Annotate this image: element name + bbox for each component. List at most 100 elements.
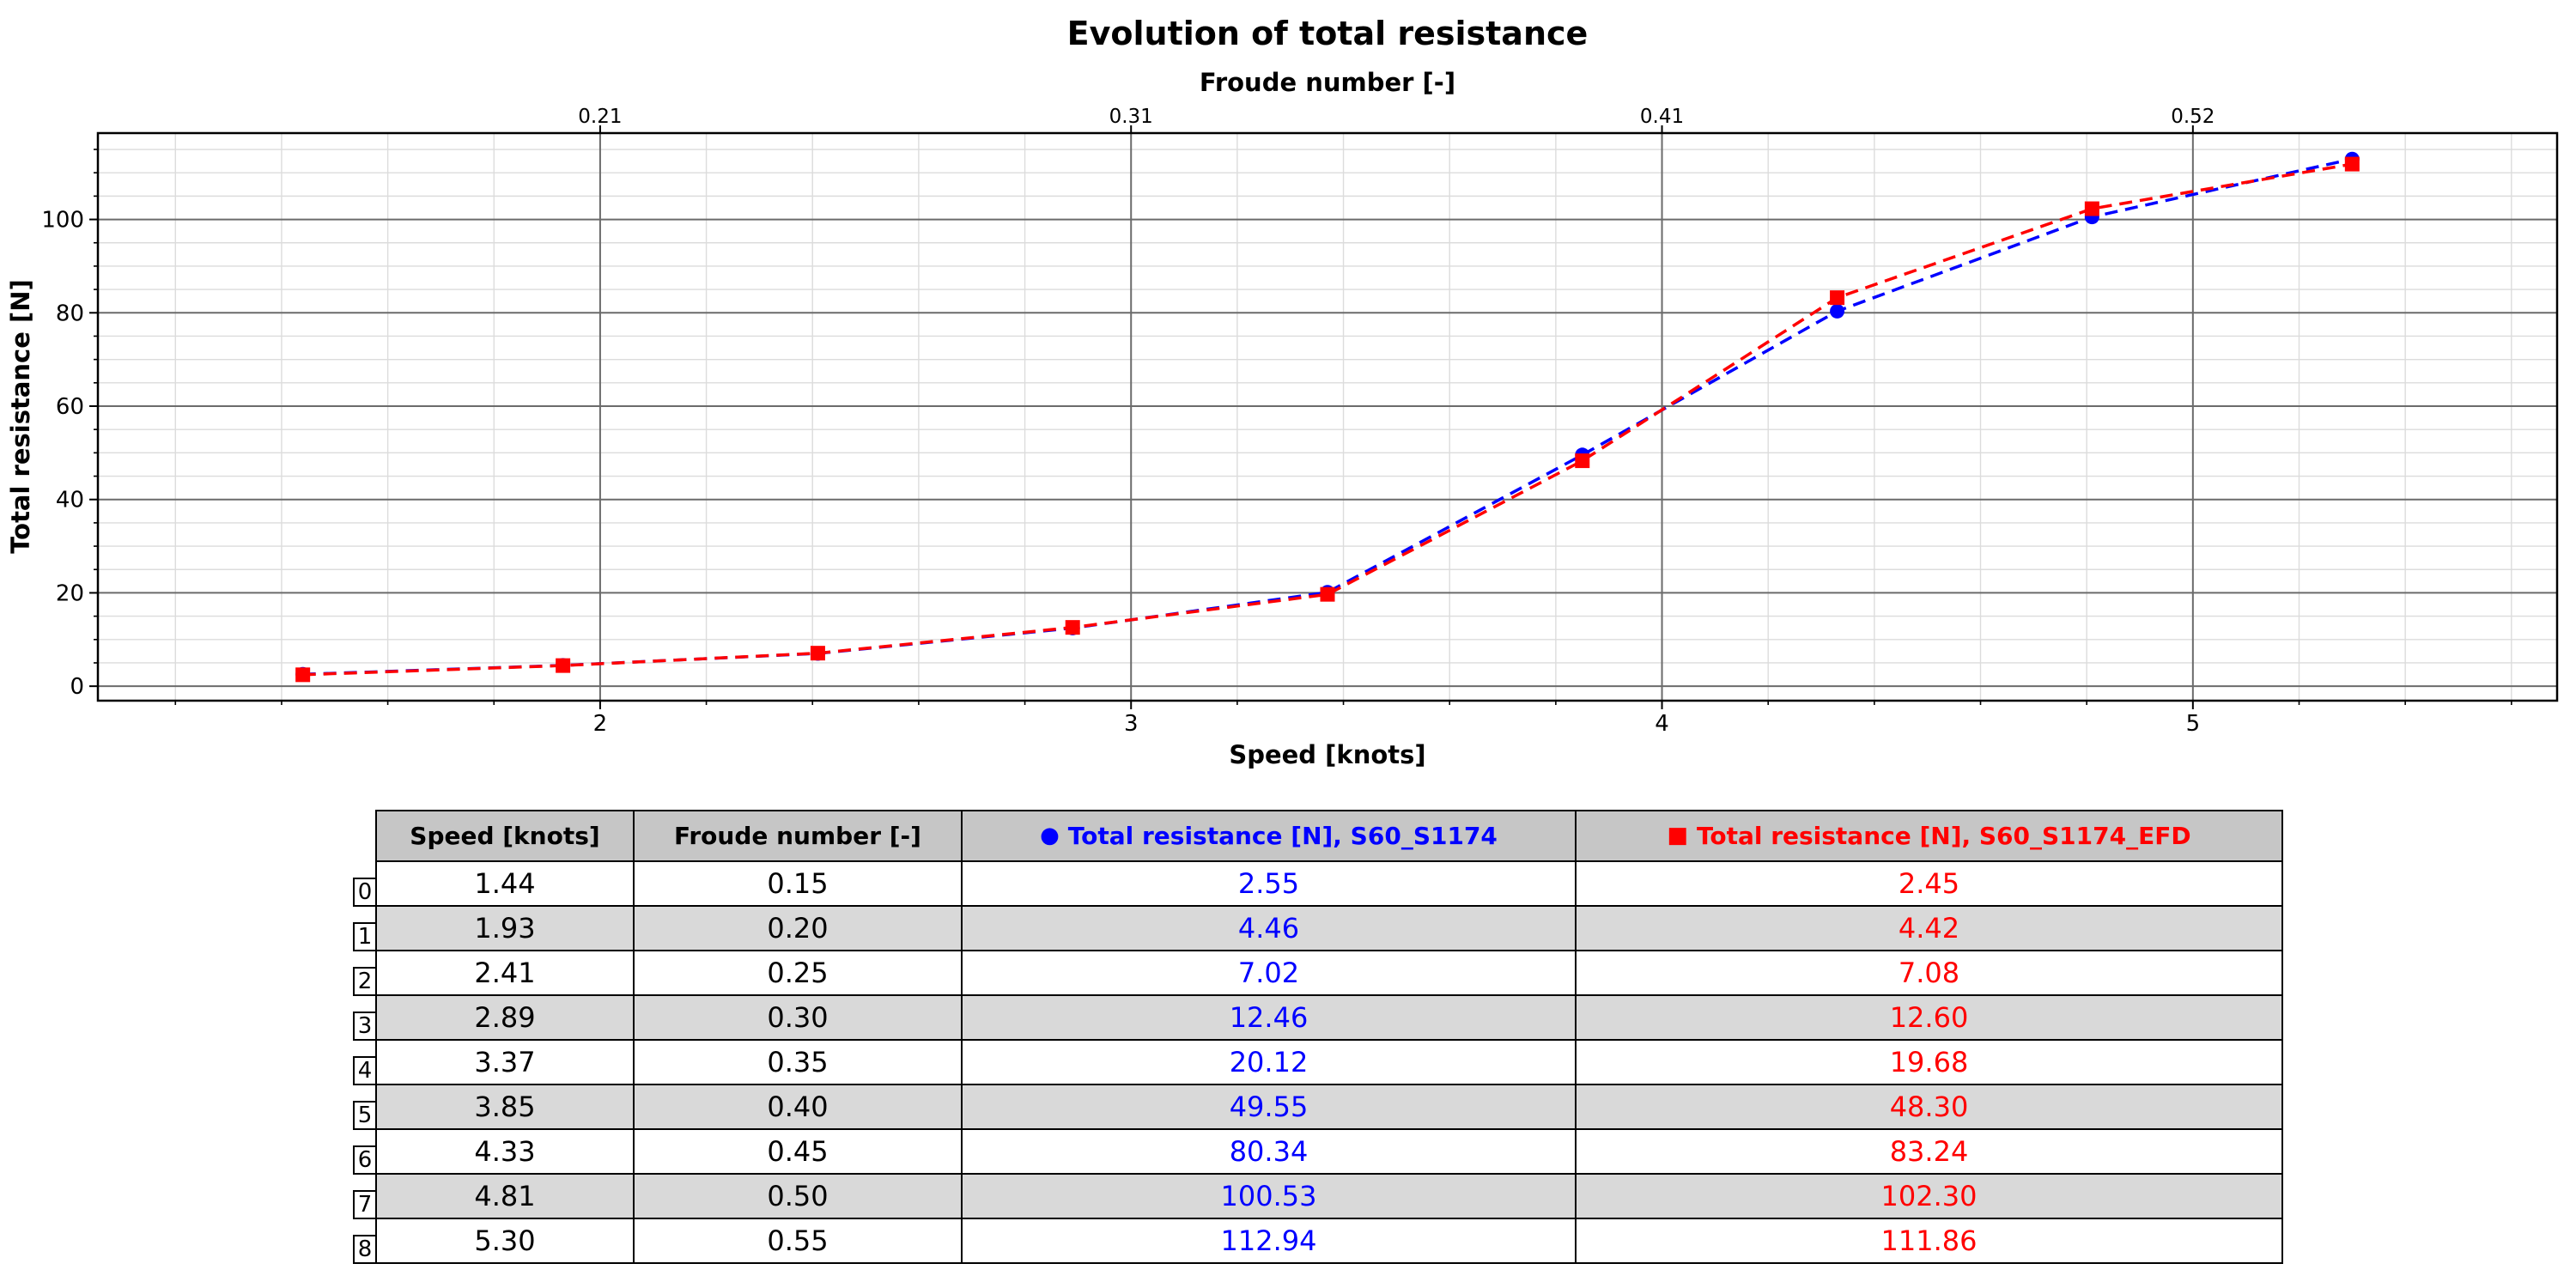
table-cell: 83.24 bbox=[1575, 1128, 2283, 1175]
table-cell: 7.02 bbox=[961, 950, 1577, 996]
chart-title: Evolution of total resistance bbox=[1067, 15, 1589, 52]
table-cell: 100.53 bbox=[961, 1173, 1577, 1219]
table-cell: 3.85 bbox=[375, 1084, 635, 1130]
marker-square-s60_s1174_efd bbox=[1830, 290, 1845, 306]
table-cell: 12.60 bbox=[1575, 994, 2283, 1041]
y-axis-label: Total resistance [N] bbox=[6, 279, 35, 554]
row-index-label: 7 bbox=[353, 1190, 377, 1219]
table-body: 1.44 0.15 2.55 2.45 1.93 0.20 4.46 4.42 2.41 0.25… bbox=[375, 860, 2283, 1264]
axis-tick-labels: 2 3 4 5 0 20 40 60 80 100 0.21 0.31 0.41 0.52 bbox=[41, 106, 2215, 737]
square-marker-icon: ■ bbox=[1667, 823, 1688, 848]
plot-border bbox=[96, 131, 2559, 702]
table-cell: 112.94 bbox=[961, 1218, 1577, 1264]
y-tick-label: 80 bbox=[56, 301, 84, 326]
y-tick-label: 20 bbox=[56, 580, 84, 606]
table-cell: 0.25 bbox=[633, 950, 963, 996]
series-layer bbox=[295, 151, 2360, 683]
series-line-s60_s1174_efd bbox=[302, 162, 2353, 677]
table-cell: 12.46 bbox=[961, 994, 1577, 1041]
column-header: ■ Total resistance [N], S60_S1174_EFD bbox=[1575, 810, 2283, 862]
table-cell: 111.86 bbox=[1575, 1218, 2283, 1264]
table-row: 2.89 0.30 12.46 12.60 bbox=[375, 994, 2283, 1041]
column-header: Speed [knots] bbox=[375, 810, 635, 862]
row-index-label: 2 bbox=[353, 967, 377, 996]
table-cell: 0.20 bbox=[633, 905, 963, 951]
table-cell: 19.68 bbox=[1575, 1039, 2283, 1085]
table-cell: 20.12 bbox=[961, 1039, 1577, 1085]
table-cell: 2.55 bbox=[961, 860, 1577, 907]
table-cell: 2.45 bbox=[1575, 860, 2283, 907]
row-index-label: 3 bbox=[353, 1012, 377, 1041]
marker-square-s60_s1174_efd bbox=[556, 658, 571, 673]
row-index-label: 5 bbox=[353, 1101, 377, 1130]
x-tick-label: 3 bbox=[1124, 711, 1139, 737]
y-tick-label: 0 bbox=[70, 674, 84, 700]
marker-square-s60_s1174_efd bbox=[810, 646, 825, 661]
table-cell: 80.34 bbox=[961, 1128, 1577, 1175]
table-cell: 0.50 bbox=[633, 1173, 963, 1219]
table-row: 2.41 0.25 7.02 7.08 bbox=[375, 950, 2283, 996]
top-tick-label: 0.31 bbox=[1109, 106, 1153, 128]
marker-square-s60_s1174_efd bbox=[295, 667, 311, 683]
y-tick-label: 40 bbox=[56, 488, 84, 513]
table-cell: 2.41 bbox=[375, 950, 635, 996]
table-cell: 1.93 bbox=[375, 905, 635, 951]
y-tick-label: 100 bbox=[41, 208, 84, 234]
table-row: 3.85 0.40 49.55 48.30 bbox=[375, 1084, 2283, 1130]
table-cell: 0.55 bbox=[633, 1218, 963, 1264]
top-axis-label: Froude number [-] bbox=[1200, 68, 1455, 97]
table-cell: 4.81 bbox=[375, 1173, 635, 1219]
table-cell: 4.42 bbox=[1575, 905, 2283, 951]
marker-square-s60_s1174_efd bbox=[1065, 620, 1080, 635]
row-index-label: 0 bbox=[353, 878, 377, 907]
table-cell: 1.44 bbox=[375, 860, 635, 907]
y-tick-label: 60 bbox=[56, 394, 84, 420]
top-tick-label: 0.41 bbox=[1640, 106, 1684, 128]
table-cell: 102.30 bbox=[1575, 1173, 2283, 1219]
table-cell: 0.35 bbox=[633, 1039, 963, 1085]
marker-square-s60_s1174_efd bbox=[1575, 453, 1590, 469]
table-row: 3.37 0.35 20.12 19.68 bbox=[375, 1039, 2283, 1085]
table-cell: 4.33 bbox=[375, 1128, 635, 1175]
grid-minor-lines bbox=[98, 133, 2557, 701]
row-index-label: 8 bbox=[353, 1235, 377, 1264]
column-header: ● Total resistance [N], S60_S1174 bbox=[961, 810, 1577, 862]
x-tick-label: 5 bbox=[2186, 711, 2201, 737]
x-tick-label: 2 bbox=[593, 711, 608, 737]
table-cell: 3.37 bbox=[375, 1039, 635, 1085]
table-cell: 7.08 bbox=[1575, 950, 2283, 996]
table-header-row: Speed [knots] Froude number [-] ● Total res… bbox=[375, 810, 2283, 862]
grid-major-lines bbox=[98, 133, 2557, 701]
table-header: Speed [knots] Froude number [-] ● Total res… bbox=[375, 810, 2283, 862]
circle-marker-icon: ● bbox=[1040, 823, 1060, 848]
table-row: 4.81 0.50 100.53 102.30 bbox=[375, 1173, 2283, 1219]
table-row: 1.44 0.15 2.55 2.45 bbox=[375, 860, 2283, 907]
row-index-label: 1 bbox=[353, 922, 377, 951]
table-cell: 0.30 bbox=[633, 994, 963, 1041]
table-row: 1.93 0.20 4.46 4.42 bbox=[375, 905, 2283, 951]
table-cell: 2.89 bbox=[375, 994, 635, 1041]
data-table: Speed [knots] Froude number [-] ● Total res… bbox=[375, 810, 2283, 1264]
x-tick-label: 4 bbox=[1655, 711, 1669, 737]
table-cell: 0.15 bbox=[633, 860, 963, 907]
marker-square-s60_s1174_efd bbox=[2084, 201, 2099, 216]
x-axis-label: Speed [knots] bbox=[1229, 740, 1425, 769]
table-cell: 5.30 bbox=[375, 1218, 635, 1264]
table-cell: 49.55 bbox=[961, 1084, 1577, 1130]
marker-square-s60_s1174_efd bbox=[1320, 586, 1335, 602]
row-index-label: 6 bbox=[353, 1145, 377, 1175]
table-cell: 0.45 bbox=[633, 1128, 963, 1175]
row-index-label: 4 bbox=[353, 1056, 377, 1085]
column-header: Froude number [-] bbox=[633, 810, 963, 862]
marker-circle-s60_s1174 bbox=[1830, 303, 1845, 319]
table-cell: 4.46 bbox=[961, 905, 1577, 951]
table-row: 4.33 0.45 80.34 83.24 bbox=[375, 1128, 2283, 1175]
marker-square-s60_s1174_efd bbox=[2344, 156, 2360, 172]
table-cell: 48.30 bbox=[1575, 1084, 2283, 1130]
table-cell: 0.40 bbox=[633, 1084, 963, 1130]
top-tick-label: 0.52 bbox=[2171, 106, 2215, 128]
axis-tick-marks bbox=[89, 125, 2512, 709]
resistance-chart: 2 3 4 5 0 20 40 60 80 100 0.21 0.31 0.41 0.52 Evoluti… bbox=[6, 15, 2559, 769]
table-row: 5.30 0.55 112.94 111.86 bbox=[375, 1218, 2283, 1264]
